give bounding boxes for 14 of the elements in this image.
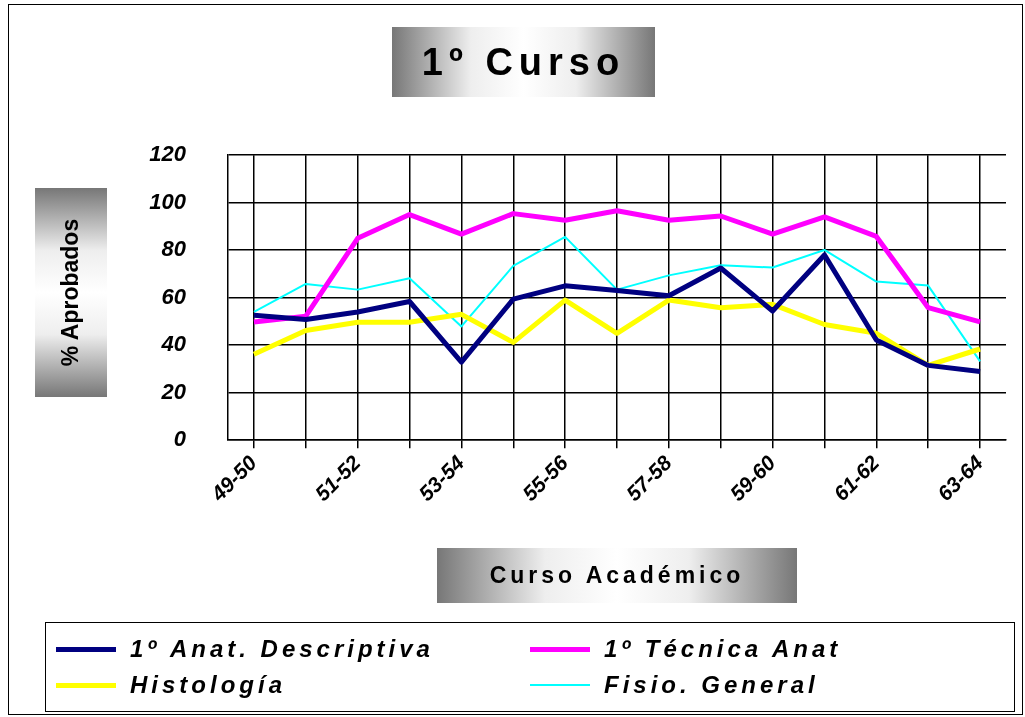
y-tick-label: 40 bbox=[160, 331, 187, 357]
y-tick-label: 80 bbox=[161, 236, 187, 262]
y-tick-label: 60 bbox=[161, 283, 187, 309]
x-axis-title: Curso Académico bbox=[437, 548, 797, 603]
legend-label: Fisio. General bbox=[604, 671, 819, 699]
legend-label: Histología bbox=[130, 671, 287, 699]
y-tick-label: 100 bbox=[149, 188, 187, 214]
y-tick-label: 20 bbox=[160, 378, 187, 404]
y-tick-label: 120 bbox=[149, 141, 187, 167]
legend-label: 1º Anat. Descriptiva bbox=[130, 635, 434, 663]
y-axis-title: % Aprobados bbox=[57, 218, 85, 367]
legend-label: 1º Técnica Anat bbox=[604, 635, 842, 663]
chart-title: 1º Curso bbox=[392, 27, 655, 97]
y-tick-label: 0 bbox=[173, 426, 187, 452]
